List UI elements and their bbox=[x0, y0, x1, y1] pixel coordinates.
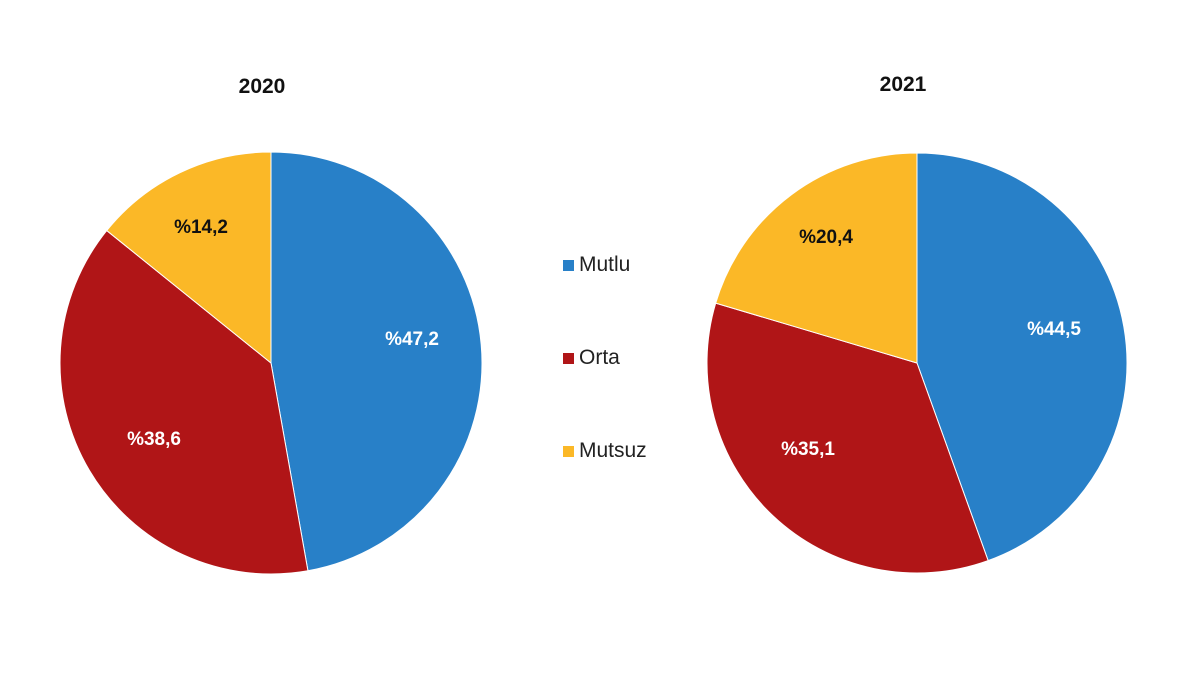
pie-title-2021: 2021 bbox=[879, 73, 927, 96]
pie-slice-2020-orta bbox=[59, 229, 309, 575]
legend-label-orta: Orta bbox=[579, 346, 620, 369]
pie-slice-2021-orta bbox=[706, 302, 989, 574]
slice-label-2020-mutsuz: %14,2 bbox=[174, 217, 228, 238]
legend-swatch-mutsuz bbox=[563, 445, 574, 457]
pie-slice-2021-mutlu bbox=[916, 152, 1128, 562]
legend-label-mutlu: Mutlu bbox=[579, 253, 631, 276]
slice-label-2021-orta: %35,1 bbox=[781, 439, 835, 460]
slice-label-2021-mutlu: %44,5 bbox=[1027, 319, 1081, 340]
pie-chart-2021 bbox=[706, 152, 1128, 574]
legend-label-mutsuz: Mutsuz bbox=[579, 439, 647, 462]
slice-label-2021-mutsuz: %20,4 bbox=[799, 227, 853, 248]
slice-label-2020-mutlu: %47,2 bbox=[385, 329, 439, 350]
legend-item-orta: Orta bbox=[563, 343, 647, 373]
pie-slice-2021-mutsuz bbox=[715, 152, 918, 364]
legend-swatch-orta bbox=[563, 352, 574, 364]
pie-slice-2020-mutsuz bbox=[106, 151, 272, 365]
legend: Mutlu Orta Mutsuz bbox=[563, 250, 647, 529]
slice-label-2020-orta: %38,6 bbox=[127, 429, 181, 450]
legend-swatch-mutlu bbox=[563, 259, 574, 271]
pie-title-2020: 2020 bbox=[238, 75, 286, 98]
legend-item-mutlu: Mutlu bbox=[563, 250, 647, 280]
pie-slice-2020-mutlu bbox=[270, 151, 483, 572]
pie-chart-2020 bbox=[59, 151, 483, 575]
legend-item-mutsuz: Mutsuz bbox=[563, 436, 647, 466]
